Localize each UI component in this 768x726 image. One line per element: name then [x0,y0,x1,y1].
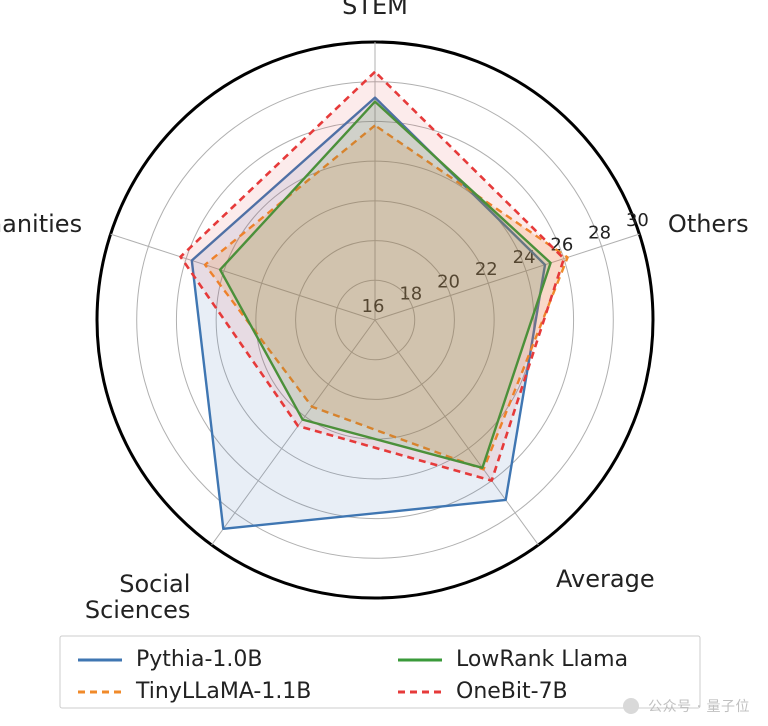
axis-label: STEM [342,0,408,20]
axis-label: SocialSciences [85,570,191,624]
legend-label: OneBit-7B [456,679,568,704]
axis-label: Humanities [0,210,82,238]
legend-label: LowRank Llama [456,647,628,672]
radar-svg: STEM Humanities SocialSciences Average Other… [0,0,768,726]
axis-label: Others [668,210,749,238]
legend-label: Pythia-1.0B [136,647,262,672]
legend-label: TinyLLaMA-1.1B [135,679,311,704]
tick-label: 28 [588,222,611,243]
axis-label: Average [556,565,655,593]
tick-label: 30 [626,210,649,231]
radar-chart: STEM Humanities SocialSciences Average Other… [0,0,768,726]
